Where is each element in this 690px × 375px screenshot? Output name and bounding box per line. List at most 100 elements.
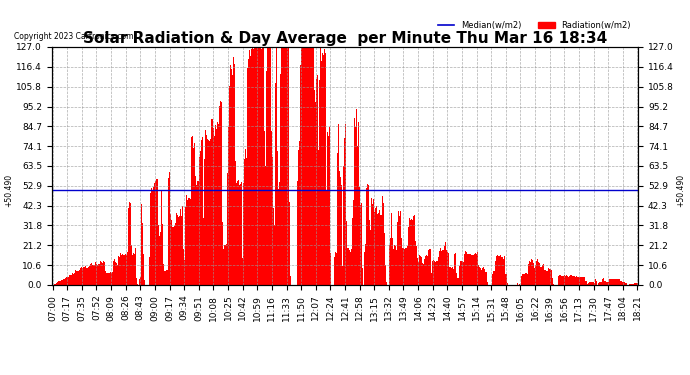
Bar: [102, 263, 103, 285]
Bar: [459, 266, 460, 285]
Bar: [415, 241, 416, 285]
Bar: [571, 276, 573, 285]
Bar: [469, 254, 470, 285]
Bar: [246, 152, 248, 285]
Bar: [429, 249, 430, 285]
Bar: [90, 264, 91, 285]
Bar: [412, 220, 413, 285]
Bar: [175, 223, 176, 285]
Bar: [468, 252, 469, 285]
Bar: [449, 267, 451, 285]
Bar: [154, 183, 155, 285]
Bar: [355, 127, 356, 285]
Bar: [524, 274, 525, 285]
Text: +50.490: +50.490: [676, 174, 685, 207]
Bar: [197, 181, 199, 285]
Bar: [114, 259, 115, 285]
Bar: [178, 217, 179, 285]
Bar: [257, 47, 259, 285]
Bar: [377, 214, 378, 285]
Bar: [168, 178, 169, 285]
Bar: [606, 282, 607, 285]
Bar: [215, 133, 217, 285]
Bar: [275, 83, 276, 285]
Bar: [184, 260, 185, 285]
Bar: [365, 243, 366, 285]
Bar: [460, 261, 461, 285]
Bar: [472, 255, 473, 285]
Bar: [381, 215, 382, 285]
Bar: [113, 261, 114, 285]
Bar: [183, 249, 184, 285]
Bar: [185, 258, 186, 285]
Bar: [482, 268, 483, 285]
Bar: [205, 130, 206, 285]
Bar: [91, 263, 92, 285]
Bar: [196, 185, 197, 285]
Bar: [351, 249, 353, 285]
Bar: [454, 254, 455, 285]
Bar: [324, 49, 325, 285]
Bar: [600, 282, 601, 285]
Bar: [299, 141, 300, 285]
Bar: [384, 233, 385, 285]
Bar: [399, 216, 400, 285]
Bar: [539, 262, 540, 285]
Bar: [286, 47, 287, 285]
Bar: [569, 276, 570, 285]
Bar: [375, 204, 376, 285]
Bar: [279, 183, 280, 285]
Bar: [610, 279, 611, 285]
Bar: [477, 252, 478, 285]
Bar: [496, 256, 497, 285]
Bar: [208, 141, 210, 285]
Bar: [252, 47, 253, 285]
Bar: [431, 273, 433, 285]
Bar: [269, 47, 270, 285]
Bar: [494, 272, 495, 285]
Bar: [371, 198, 372, 285]
Bar: [253, 49, 255, 285]
Bar: [519, 284, 520, 285]
Bar: [311, 47, 312, 285]
Bar: [131, 245, 132, 285]
Bar: [360, 205, 361, 285]
Bar: [66, 278, 67, 285]
Bar: [57, 282, 58, 285]
Bar: [551, 270, 552, 285]
Bar: [172, 226, 173, 285]
Bar: [262, 47, 263, 285]
Bar: [58, 282, 59, 285]
Bar: [598, 283, 599, 285]
Bar: [631, 284, 632, 285]
Bar: [580, 277, 581, 285]
Bar: [140, 278, 141, 285]
Bar: [156, 179, 157, 285]
Bar: [583, 278, 584, 285]
Bar: [152, 187, 154, 285]
Bar: [203, 217, 204, 285]
Bar: [563, 276, 564, 285]
Bar: [473, 254, 475, 285]
Bar: [498, 258, 500, 285]
Bar: [591, 282, 592, 285]
Bar: [322, 53, 323, 285]
Bar: [267, 47, 268, 285]
Bar: [84, 267, 85, 285]
Bar: [590, 282, 591, 285]
Bar: [549, 269, 550, 285]
Bar: [441, 251, 442, 285]
Bar: [189, 198, 190, 285]
Bar: [536, 261, 538, 285]
Bar: [613, 279, 615, 285]
Bar: [376, 206, 377, 285]
Bar: [230, 65, 231, 285]
Bar: [533, 262, 534, 285]
Bar: [264, 160, 266, 285]
Bar: [535, 265, 536, 285]
Bar: [300, 65, 301, 285]
Bar: [575, 277, 576, 285]
Bar: [63, 279, 64, 285]
Bar: [213, 128, 214, 285]
Bar: [546, 271, 548, 285]
